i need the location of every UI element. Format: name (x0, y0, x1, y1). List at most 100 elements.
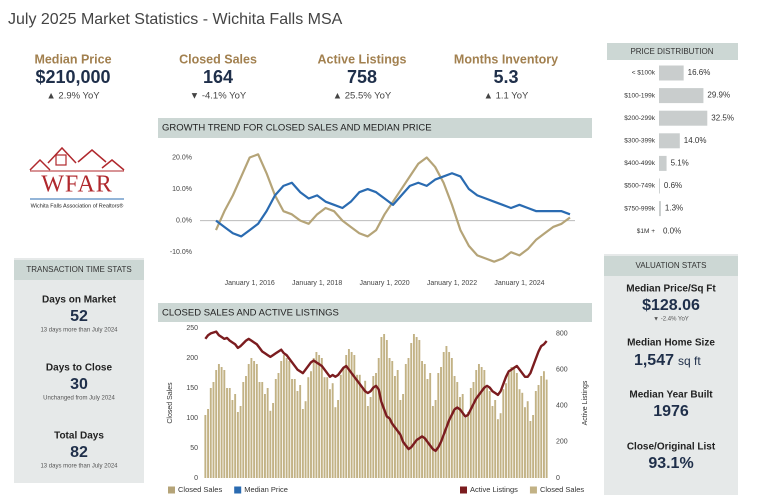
bar (529, 421, 532, 478)
bar (469, 388, 472, 478)
category-label: < $100k (632, 70, 656, 77)
bar (659, 155, 667, 171)
bar (448, 352, 451, 478)
chart-title: CLOSED SALES AND ACTIVE LISTINGS (162, 308, 339, 319)
y-tick-label: 20.0% (172, 154, 192, 161)
x-tick-label: January 1, 2024 (494, 280, 544, 287)
bar (402, 394, 405, 478)
x-tick-label: January 1, 2022 (427, 280, 477, 287)
chart-title: GROWTH TREND FOR CLOSED SALES AND MEDIAN… (162, 123, 432, 134)
bar (486, 388, 489, 478)
stat-label: Median Price/Sq Ft (626, 284, 716, 295)
legend-label: Active Listings (470, 485, 518, 494)
bar (532, 415, 535, 478)
bar (277, 373, 280, 478)
bar (659, 110, 708, 126)
panel-header (604, 256, 738, 276)
y-tick-label: 50 (190, 445, 198, 452)
bar (450, 358, 453, 478)
bar (431, 406, 434, 478)
panel-title: TRANSACTION TIME STATS (26, 265, 131, 274)
bar (659, 201, 661, 217)
bar (217, 364, 220, 478)
bar (236, 412, 239, 478)
page-title: July 2025 Market Statistics - Wichita Fa… (8, 11, 343, 28)
bar (488, 391, 491, 478)
logo-caption: Wichita Falls Association of Realtors® (31, 202, 124, 209)
bar (521, 392, 524, 478)
stat-note: 13 days more than July 2024 (40, 464, 118, 470)
bar (404, 364, 407, 478)
bar (545, 379, 548, 478)
bar (396, 370, 399, 478)
bar (429, 373, 432, 478)
bar (385, 340, 388, 478)
kpi-value: 758 (347, 67, 377, 87)
bar (347, 349, 350, 478)
line-series (204, 330, 548, 453)
bar (456, 382, 459, 478)
logo-text: WFAR (41, 172, 113, 198)
transaction-panel (14, 258, 144, 483)
bar (315, 352, 318, 478)
bar (377, 358, 380, 478)
bar (293, 379, 296, 478)
y2-axis-label: Active Listings (582, 380, 589, 425)
bar (518, 389, 521, 478)
bar (380, 337, 383, 478)
kpi-label: Months Inventory (454, 52, 558, 66)
bar (526, 401, 529, 478)
bar (261, 382, 264, 478)
value-label: 1.3% (665, 204, 683, 213)
legend-label: Median Price (244, 485, 288, 494)
bar (434, 400, 437, 478)
bar (269, 410, 272, 478)
stat-note: ▼ -2.4% YoY (653, 317, 689, 323)
bar (345, 355, 348, 478)
bar (391, 361, 394, 478)
y-tick-label: 150 (186, 385, 198, 392)
logo-roof (77, 149, 107, 163)
kpi-change: ▼ -4.1% YoY (190, 91, 247, 102)
bar (361, 388, 364, 478)
bar (372, 376, 375, 478)
bar (204, 415, 207, 478)
value-label: 14.0% (684, 136, 707, 145)
kpi-value: 164 (203, 67, 233, 87)
bar (318, 355, 321, 478)
bar (659, 65, 684, 81)
stat-unit: sq ft (678, 354, 701, 368)
bar (253, 361, 256, 478)
value-label: 32.5% (711, 113, 734, 122)
chart-header (158, 303, 592, 322)
bar (407, 358, 410, 478)
legend-label: Closed Sales (540, 485, 584, 494)
value-label: 0.0% (663, 226, 681, 235)
bar (477, 364, 480, 478)
y2-tick-label: 200 (556, 439, 568, 446)
bar (272, 403, 275, 478)
kpi-label: Closed Sales (179, 52, 257, 66)
stat-value: 30 (70, 376, 88, 393)
legend-swatch (168, 486, 175, 494)
kpi-change: ▲ 2.9% YoY (46, 91, 100, 102)
category-label: $1M + (637, 228, 655, 235)
bar (475, 370, 478, 478)
bar (291, 379, 293, 478)
bar (285, 358, 288, 478)
category-label: $400-499k (624, 160, 655, 167)
stat-value: $128.06 (642, 297, 700, 314)
y2-tick-label: 800 (556, 330, 568, 337)
bar (366, 406, 369, 478)
bar (358, 374, 361, 478)
bar (255, 364, 258, 478)
logo-roof (29, 158, 51, 171)
bar (426, 379, 429, 478)
bar (524, 407, 526, 478)
bar (442, 352, 445, 478)
bar (288, 361, 291, 478)
stat-label: Total Days (54, 431, 104, 442)
valuation-panel (604, 254, 738, 495)
